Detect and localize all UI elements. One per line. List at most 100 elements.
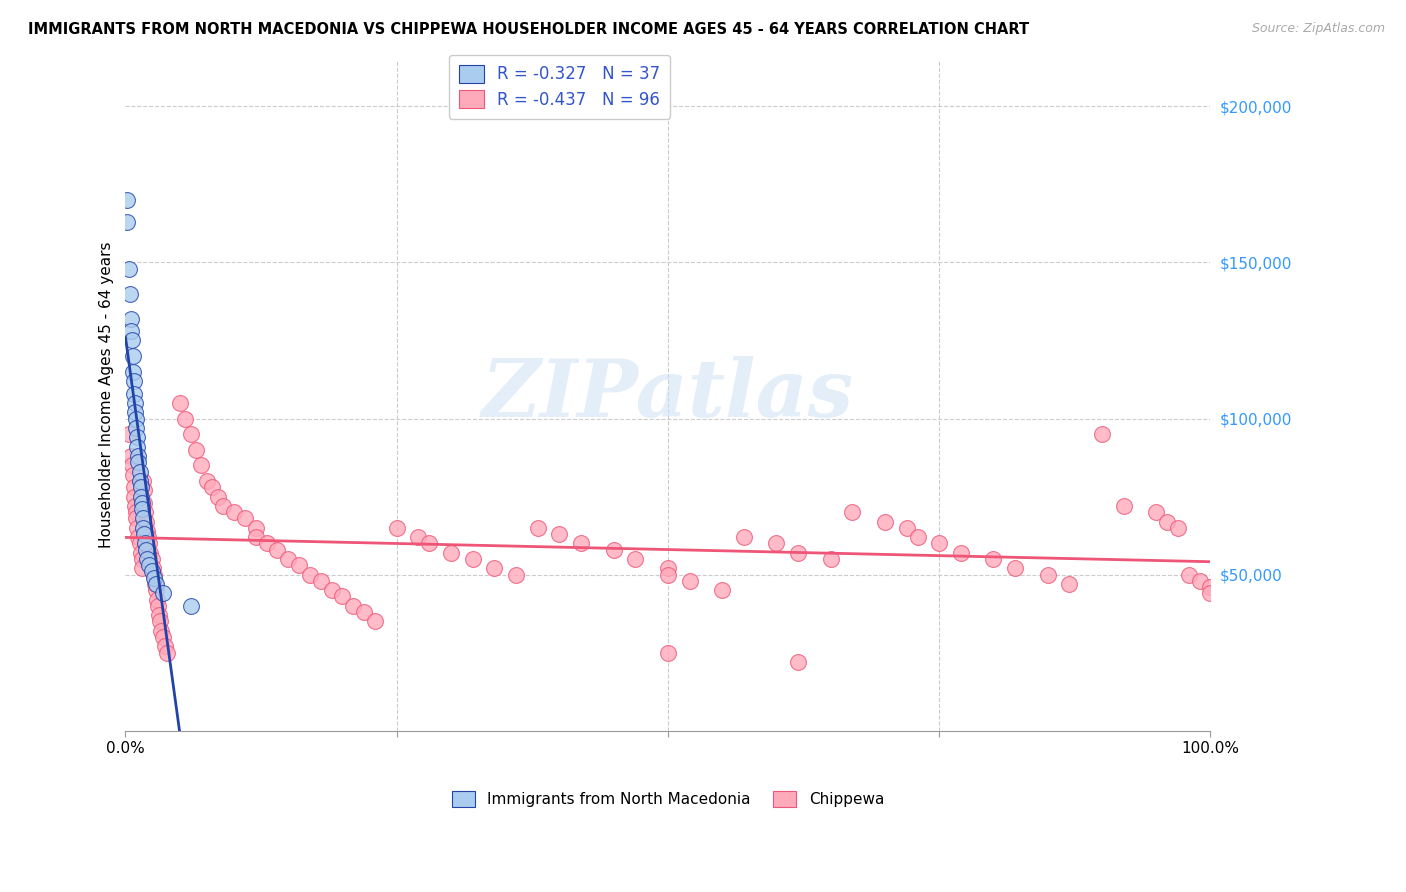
Point xyxy=(342,599,364,613)
Point xyxy=(128,465,150,479)
Point xyxy=(132,527,155,541)
Point xyxy=(385,521,408,535)
Point xyxy=(128,474,150,488)
Point xyxy=(135,515,157,529)
Point xyxy=(569,536,592,550)
Point xyxy=(141,552,163,566)
Point xyxy=(603,542,626,557)
Point xyxy=(136,524,159,538)
Point xyxy=(288,558,311,573)
Text: Source: ZipAtlas.com: Source: ZipAtlas.com xyxy=(1251,22,1385,36)
Point xyxy=(201,480,224,494)
Text: IMMIGRANTS FROM NORTH MACEDONIA VS CHIPPEWA HOUSEHOLDER INCOME AGES 45 - 64 YEAR: IMMIGRANTS FROM NORTH MACEDONIA VS CHIPP… xyxy=(28,22,1029,37)
Point xyxy=(125,511,148,525)
Point xyxy=(128,530,150,544)
Point xyxy=(657,646,679,660)
Point xyxy=(657,561,679,575)
Point xyxy=(131,502,153,516)
Point xyxy=(212,499,235,513)
Point xyxy=(548,527,571,541)
Point xyxy=(121,334,143,348)
Point xyxy=(127,521,149,535)
Point xyxy=(1188,574,1211,588)
Point xyxy=(149,615,172,629)
Point xyxy=(679,574,702,588)
Point xyxy=(907,530,929,544)
Point xyxy=(125,505,148,519)
Point xyxy=(364,615,387,629)
Point xyxy=(245,521,267,535)
Point xyxy=(134,536,156,550)
Point xyxy=(125,421,148,435)
Point xyxy=(115,193,138,207)
Point xyxy=(136,552,159,566)
Point xyxy=(190,458,212,473)
Point xyxy=(115,215,138,229)
Point xyxy=(1112,499,1135,513)
Point xyxy=(131,552,153,566)
Point xyxy=(184,442,207,457)
Point xyxy=(134,505,156,519)
Point xyxy=(128,455,150,469)
Point xyxy=(141,565,163,579)
Point xyxy=(461,552,484,566)
Point xyxy=(132,483,155,498)
Point xyxy=(787,546,810,560)
Point xyxy=(1199,586,1222,600)
Legend: Immigrants from North Macedonia, Chippewa: Immigrants from North Macedonia, Chippew… xyxy=(446,785,890,814)
Point xyxy=(125,411,148,425)
Point xyxy=(1144,505,1167,519)
Point xyxy=(174,411,197,425)
Point xyxy=(139,546,162,560)
Point xyxy=(142,571,165,585)
Point xyxy=(298,567,321,582)
Point xyxy=(132,521,155,535)
Point xyxy=(1091,427,1114,442)
Point xyxy=(1059,577,1081,591)
Point xyxy=(120,449,142,463)
Point xyxy=(122,374,145,388)
Point xyxy=(150,624,173,638)
Point xyxy=(127,430,149,444)
Point xyxy=(526,521,548,535)
Point xyxy=(1167,521,1189,535)
Point xyxy=(131,496,153,510)
Point xyxy=(120,311,142,326)
Point xyxy=(138,536,160,550)
Point xyxy=(733,530,755,544)
Point xyxy=(135,542,157,557)
Point xyxy=(136,530,159,544)
Point xyxy=(949,546,972,560)
Point xyxy=(124,396,146,410)
Point xyxy=(418,536,440,550)
Point xyxy=(1199,580,1222,594)
Point xyxy=(624,552,647,566)
Point xyxy=(180,599,202,613)
Point xyxy=(266,542,288,557)
Point xyxy=(332,590,354,604)
Point xyxy=(131,561,153,575)
Point xyxy=(896,521,918,535)
Point xyxy=(122,349,145,363)
Point xyxy=(787,655,810,669)
Point xyxy=(207,490,229,504)
Point xyxy=(129,480,152,494)
Point xyxy=(118,261,141,276)
Point xyxy=(121,458,143,473)
Point xyxy=(180,427,202,442)
Point xyxy=(233,511,256,525)
Point xyxy=(127,440,149,454)
Point xyxy=(148,608,170,623)
Point xyxy=(124,499,146,513)
Point xyxy=(841,505,863,519)
Point xyxy=(277,552,299,566)
Point xyxy=(222,505,245,519)
Point xyxy=(122,365,145,379)
Point xyxy=(128,536,150,550)
Point xyxy=(132,474,155,488)
Point xyxy=(122,490,145,504)
Point xyxy=(408,530,430,544)
Point xyxy=(142,561,165,575)
Point xyxy=(146,599,169,613)
Point xyxy=(1004,561,1026,575)
